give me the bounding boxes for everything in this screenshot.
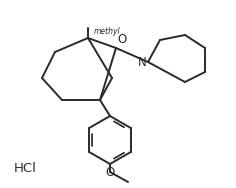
- Text: methyl: methyl: [94, 27, 121, 36]
- Text: N: N: [138, 55, 147, 68]
- Text: O: O: [105, 165, 115, 178]
- Text: O: O: [117, 33, 126, 46]
- Text: HCl: HCl: [14, 161, 37, 174]
